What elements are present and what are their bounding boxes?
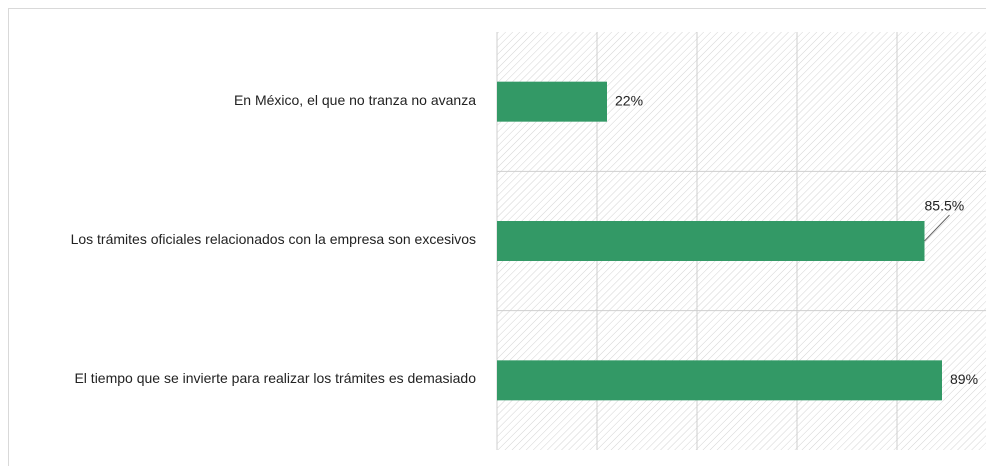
bar [497, 81, 607, 122]
chart-frame [8, 8, 986, 466]
category-label-box: Los trámites oficiales relacionados con … [6, 209, 476, 269]
bar [497, 360, 942, 401]
label-leader [924, 214, 950, 242]
bar [497, 221, 925, 261]
value-label: 22% [615, 92, 643, 108]
category-label-box: El tiempo que se invierte para realizar … [6, 348, 476, 408]
value-label: 89% [950, 371, 978, 387]
category-label: En México, el que no tranza no avanza [233, 91, 476, 108]
category-label-box: En México, el que no tranza no avanza [6, 70, 476, 130]
category-label: El tiempo que se invierte para realizar … [74, 370, 476, 387]
value-label: 85.5% [925, 198, 965, 214]
category-label: Los trámites oficiales relacionados con … [70, 231, 476, 247]
